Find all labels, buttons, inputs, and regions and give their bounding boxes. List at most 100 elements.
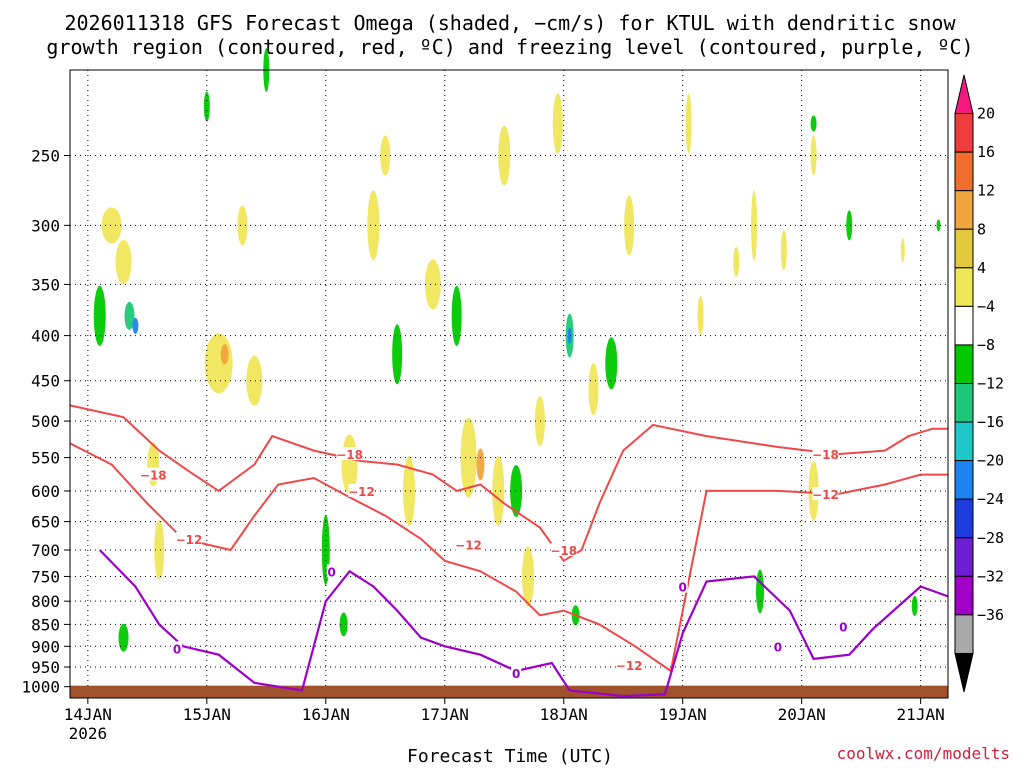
omega-blob <box>154 520 165 581</box>
x-tick-label: 16JAN <box>302 705 350 724</box>
colorbar-cap-top <box>954 74 974 115</box>
omega-blob <box>132 317 139 334</box>
x-tick-label: 17JAN <box>421 705 469 724</box>
omega-blob <box>451 285 462 346</box>
omega-blob <box>624 195 635 256</box>
omega-blob <box>751 190 758 261</box>
y-tick-label: 850 <box>31 615 60 634</box>
y-tick-label: 350 <box>31 275 60 294</box>
colorbar-label: −20 <box>977 452 1004 470</box>
colorbar-cell <box>954 113 974 153</box>
colorbar-cell <box>954 151 974 192</box>
contour-label: −12 <box>348 485 375 499</box>
colorbar-cell <box>954 421 974 462</box>
contour-label-bg <box>677 579 688 593</box>
contour-label: 0 <box>512 667 520 681</box>
contour-label: −18 <box>336 448 363 462</box>
contour-label-bg <box>550 543 577 557</box>
omega-blob <box>697 295 704 336</box>
omega-blob <box>510 464 523 517</box>
x-tick-label: 15JAN <box>183 705 231 724</box>
chart-subtitle: growth region (contoured, red, ºC) and f… <box>46 35 973 59</box>
omega-blob <box>900 238 905 263</box>
ground-fill <box>70 685 948 698</box>
colorbar-cell <box>954 614 974 654</box>
omega-blob <box>246 355 263 406</box>
contour-label: 0 <box>839 621 847 635</box>
omega-blob <box>101 207 122 244</box>
contour-label: −18 <box>550 544 577 558</box>
omega-blob <box>534 396 545 447</box>
x-year-label: 2026 <box>69 724 108 743</box>
y-tick-label: 300 <box>31 216 60 235</box>
colorbar-cell <box>954 305 974 346</box>
colorbar-label: −24 <box>977 490 1004 508</box>
x-tick-label: 20JAN <box>778 705 826 724</box>
colorbar-label: −12 <box>977 375 1004 393</box>
contour-label-bg <box>336 447 363 461</box>
omega-blob <box>492 455 505 526</box>
omega-blob <box>203 91 210 122</box>
contour-label-bg <box>812 447 839 461</box>
omega-blob <box>685 93 692 154</box>
omega-blob <box>460 417 477 498</box>
y-tick-label: 750 <box>31 567 60 586</box>
x-axis: 14JAN 15JAN 16JAN 17JAN 18JAN 19JAN 20JAN 21JAN… <box>64 698 945 743</box>
y-tick-label: 500 <box>31 412 60 431</box>
colorbar-cell <box>954 460 974 500</box>
x-tick-label: 19JAN <box>659 705 707 724</box>
contour-label: −18 <box>812 448 839 462</box>
colorbar-cell <box>954 383 974 423</box>
ground-surface <box>70 685 948 698</box>
colorbar-label: −36 <box>977 606 1004 624</box>
colorbar-cell <box>954 344 974 384</box>
y-tick-label: 400 <box>31 327 60 346</box>
x-tick-label: 21JAN <box>897 705 945 724</box>
contour-label-bg <box>838 619 849 633</box>
contour-lines: −18 −18 −18 −18 −12 −12 −12 −12 −12 0 0 0 0 0 0 <box>69 404 949 698</box>
omega-blob <box>367 190 380 261</box>
contour-label: 0 <box>774 640 782 654</box>
colorbar-label: −4 <box>977 297 995 315</box>
credit-text: coolwx.com/modelts <box>837 744 1010 763</box>
colorbar-cell <box>954 575 974 616</box>
plot-area: −18 −18 −18 −18 −12 −12 −12 −12 −12 0 0 0 0 0 0 <box>69 48 949 699</box>
omega-blob <box>810 135 817 176</box>
omega-blob <box>115 239 132 284</box>
omega-blob <box>124 301 135 330</box>
omega-blob <box>424 259 441 310</box>
omega-blob <box>810 115 817 132</box>
dgz-minus12-contour <box>69 442 948 673</box>
contour-label-bg <box>172 641 183 655</box>
contour-label: −12 <box>455 538 482 552</box>
contour-label-bg <box>175 531 202 545</box>
y-tick-label: 250 <box>31 146 60 165</box>
omega-blob <box>392 324 403 385</box>
contour-label-bg <box>455 537 482 551</box>
omega-blob <box>733 246 740 277</box>
omega-blob <box>237 205 248 246</box>
omega-blob <box>605 337 618 390</box>
omega-blob <box>93 285 106 346</box>
omega-blob <box>498 125 511 186</box>
y-tick-label: 450 <box>31 372 60 391</box>
contour-label-bg <box>616 657 643 671</box>
contour-label-bg <box>812 487 839 501</box>
x-axis-label: Forecast Time (UTC) <box>407 746 613 767</box>
colorbar-cell <box>954 228 974 269</box>
colorbar-label: 12 <box>977 182 995 200</box>
colorbar-label: 20 <box>977 105 995 123</box>
y-tick-label: 800 <box>31 592 60 611</box>
omega-blob <box>911 595 918 616</box>
omega-blob <box>846 210 853 241</box>
omega-blob <box>936 219 941 232</box>
omega-blob <box>204 333 233 394</box>
contour-label: −18 <box>140 469 167 483</box>
chart-title: 2026011318 GFS Forecast Omega (shaded, −… <box>64 11 956 35</box>
colorbar-label: −32 <box>977 567 1004 585</box>
colorbar-cell <box>954 190 974 230</box>
plot-frame <box>69 69 949 699</box>
colorbar-label: 16 <box>977 143 995 161</box>
colorbar-label: −28 <box>977 529 1004 547</box>
